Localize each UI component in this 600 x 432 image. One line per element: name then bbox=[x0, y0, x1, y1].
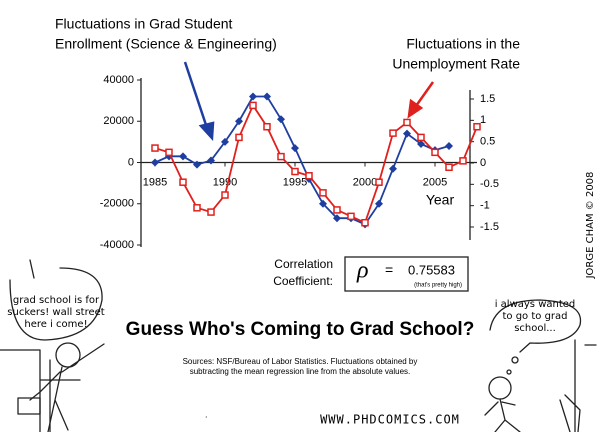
point bbox=[319, 189, 327, 197]
y-tick-label: 0 bbox=[128, 156, 134, 168]
x-tick-label: 1985 bbox=[143, 176, 167, 188]
annotation: Unemployment Rate bbox=[392, 56, 520, 72]
point bbox=[277, 115, 285, 124]
point bbox=[347, 212, 355, 221]
point bbox=[445, 142, 453, 150]
annotation: Fluctuations in Grad Student bbox=[55, 16, 233, 32]
point bbox=[403, 129, 411, 138]
point bbox=[291, 167, 299, 176]
point bbox=[221, 191, 229, 199]
speech: school... bbox=[514, 323, 556, 334]
y2-tick-label: -1.5 bbox=[480, 221, 499, 233]
point bbox=[459, 157, 467, 165]
point bbox=[473, 122, 481, 131]
point bbox=[277, 152, 285, 161]
x-tick-label: 2000 bbox=[353, 176, 377, 188]
correlation-box bbox=[344, 256, 469, 292]
point bbox=[249, 101, 257, 110]
point bbox=[221, 137, 229, 146]
point bbox=[361, 218, 369, 227]
sources: Sources: NSF/Bureau of Labor Statistics.… bbox=[183, 357, 418, 366]
point bbox=[263, 92, 271, 101]
point bbox=[249, 92, 257, 101]
point bbox=[375, 199, 383, 208]
point bbox=[319, 199, 327, 208]
point bbox=[333, 214, 341, 223]
right-character bbox=[484, 299, 597, 432]
speech: grad school is for bbox=[13, 295, 100, 306]
dot: . bbox=[205, 409, 208, 419]
x-tick-label: 1995 bbox=[283, 176, 307, 188]
left-character bbox=[0, 259, 105, 432]
point bbox=[179, 152, 187, 161]
point bbox=[263, 122, 271, 131]
speech: suckers! wall street bbox=[7, 307, 105, 318]
title: Guess Who's Coming to Grad School? bbox=[126, 319, 475, 340]
equals: = bbox=[385, 262, 393, 278]
point bbox=[207, 156, 215, 165]
correlation-label: Correlation bbox=[274, 257, 333, 271]
x-axis-label: Year bbox=[426, 192, 455, 208]
point bbox=[417, 133, 425, 142]
point bbox=[389, 164, 397, 173]
x-tick-label: 1990 bbox=[213, 176, 237, 188]
red-arrow bbox=[407, 81, 435, 119]
point bbox=[165, 148, 173, 157]
blue-arrow bbox=[183, 61, 215, 141]
correlation-label: Coefficient: bbox=[273, 274, 333, 288]
point bbox=[417, 139, 425, 148]
sources: subtracting the mean regression line fro… bbox=[190, 367, 411, 376]
point bbox=[431, 148, 439, 157]
point bbox=[403, 118, 411, 127]
point bbox=[207, 208, 215, 216]
speech: to go to grad bbox=[502, 311, 567, 322]
series-line bbox=[154, 95, 450, 226]
point bbox=[179, 178, 187, 186]
y-tick-label: 20000 bbox=[103, 115, 134, 127]
rho: ρ bbox=[356, 258, 369, 284]
annotation: Enrollment (Science & Engineering) bbox=[55, 36, 277, 52]
point bbox=[235, 117, 243, 126]
point bbox=[151, 144, 159, 152]
point bbox=[445, 163, 453, 172]
point bbox=[193, 160, 201, 169]
y2-tick-label: -1 bbox=[480, 200, 490, 212]
y2-tick-label: -0.5 bbox=[480, 178, 499, 190]
y-tick-label: -40000 bbox=[100, 239, 134, 251]
point bbox=[375, 178, 383, 186]
point bbox=[333, 206, 341, 214]
y2-tick-label: 0 bbox=[480, 157, 486, 169]
point bbox=[389, 129, 397, 137]
x-tick-label: 2005 bbox=[423, 176, 447, 188]
url: WWW.PHDCOMICS.COM bbox=[320, 413, 460, 427]
y2-tick-label: 1 bbox=[480, 114, 486, 126]
point bbox=[305, 172, 313, 180]
y2-tick-label: 1.5 bbox=[480, 93, 495, 105]
point bbox=[235, 133, 243, 142]
correlation-value: 0.75583 bbox=[408, 262, 455, 277]
speech: i always wanted bbox=[495, 299, 576, 310]
y-tick-label: 40000 bbox=[103, 74, 134, 86]
point bbox=[151, 158, 159, 167]
point bbox=[291, 144, 299, 153]
credit: JORGE CHAM © 2008 bbox=[585, 172, 596, 280]
y2-tick-label: 0.5 bbox=[480, 136, 495, 148]
speech: here i come! bbox=[24, 319, 87, 330]
correlation-note: (that's pretty high) bbox=[414, 283, 462, 289]
annotation: Fluctuations in the bbox=[406, 36, 520, 52]
y-tick-label: -20000 bbox=[100, 198, 134, 210]
point bbox=[193, 204, 201, 212]
